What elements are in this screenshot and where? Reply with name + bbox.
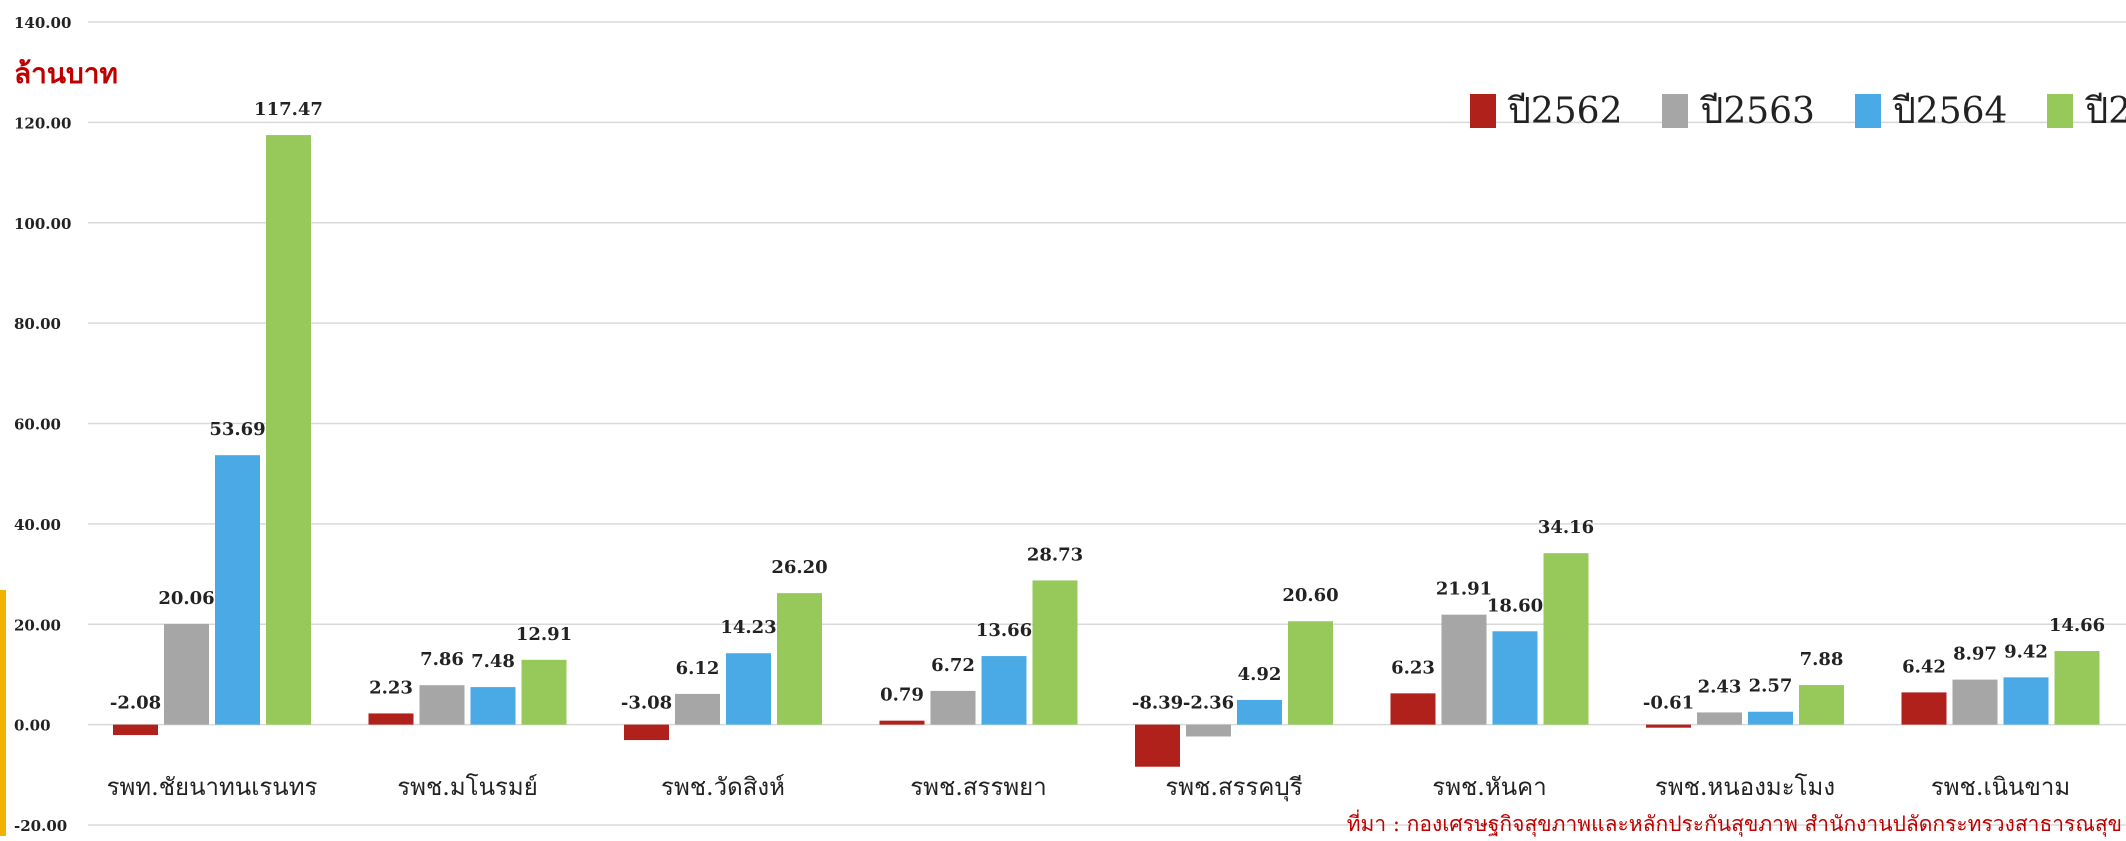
bar — [164, 623, 209, 725]
bar — [2054, 651, 2100, 725]
bar — [1135, 724, 1180, 767]
data-label: 34.16 — [1538, 517, 1594, 538]
y-tick-label: 60.00 — [14, 416, 61, 434]
bar — [624, 724, 669, 741]
data-label: 20.06 — [158, 588, 214, 609]
x-tick-label: รพช.วัดสิงห์ — [661, 773, 785, 801]
legend-item-2563: ปี2563 — [1662, 82, 1815, 139]
legend-label-2565: ปี2565 — [2085, 91, 2126, 132]
legend-swatch-2562 — [1470, 93, 1496, 128]
data-label: 6.42 — [1902, 656, 1946, 677]
legend-item-2564: ปี2564 — [1854, 82, 2008, 139]
data-label: 7.88 — [1800, 649, 1844, 670]
data-label: -2.36 — [1183, 693, 1234, 714]
bar — [1186, 724, 1231, 737]
bar — [1288, 621, 1333, 725]
bar — [521, 659, 567, 725]
data-label: 7.48 — [471, 651, 515, 672]
data-label: 9.42 — [2004, 641, 2048, 662]
x-tick-label: รพช.สรรคบุรี — [1165, 773, 1302, 802]
legend-swatch-2564 — [1854, 93, 1881, 128]
source-note: ที่มา : กองเศรษฐกิจสุขภาพและหลักประกันสุ… — [1346, 812, 2122, 836]
data-label: 2.23 — [369, 677, 413, 698]
data-label: 14.23 — [720, 617, 776, 638]
legend-swatch-2563 — [1662, 93, 1689, 128]
data-label: 6.12 — [676, 658, 720, 679]
bar — [777, 593, 822, 725]
y-tick-label: 20.00 — [14, 616, 61, 634]
bar — [930, 690, 976, 725]
x-tick-label: รพช.สรรพยา — [910, 773, 1046, 801]
x-tick-label: รพช.เนินขาม — [1931, 773, 2070, 801]
data-label: -2.08 — [110, 693, 161, 714]
legend: ปี2562 ปี2563 ปี2564 ปี2565 — [1470, 82, 2126, 139]
x-tick-label: รพช.หันคา — [1432, 773, 1546, 801]
legend-item-2565: ปี2565 — [2047, 82, 2126, 139]
bar — [1441, 614, 1487, 725]
bar — [2003, 677, 2049, 725]
data-label: 14.66 — [2049, 615, 2105, 636]
data-label: 13.66 — [976, 620, 1032, 641]
bar — [879, 720, 925, 725]
y-tick-label: -20.00 — [14, 817, 67, 835]
legend-label-2563: ปี2563 — [1700, 91, 1815, 132]
bar — [419, 685, 465, 725]
data-label: 21.91 — [1436, 579, 1492, 600]
legend-label-2562: ปี2562 — [1508, 91, 1623, 132]
left-edge-strip — [0, 590, 6, 836]
bar — [368, 713, 414, 725]
bar — [1032, 580, 1078, 725]
data-label: 53.69 — [209, 419, 265, 440]
bar — [1390, 693, 1436, 725]
y-tick-label: 0.00 — [14, 717, 51, 735]
bar — [981, 656, 1027, 725]
data-label: 8.97 — [1953, 644, 1997, 665]
bar — [1697, 712, 1742, 725]
bar — [113, 724, 158, 736]
bar — [1492, 631, 1538, 725]
bar — [266, 135, 311, 725]
data-label: 12.91 — [516, 624, 572, 645]
data-label: -3.08 — [621, 693, 672, 714]
data-label: 6.23 — [1391, 657, 1435, 678]
y-tick-label: 100.00 — [14, 215, 71, 233]
bar — [1952, 679, 1998, 725]
y-tick-label: 140.00 — [14, 14, 71, 32]
legend-swatch-2565 — [2047, 93, 2074, 128]
x-tick-label: รพท.ชัยนาทนเรนทร — [107, 773, 318, 801]
bar — [1901, 692, 1947, 725]
y-tick-label: 120.00 — [14, 114, 71, 132]
data-label: 18.60 — [1487, 595, 1543, 616]
data-label: -8.39 — [1132, 693, 1183, 714]
data-label: 0.79 — [880, 685, 924, 706]
bar — [675, 693, 720, 725]
bar — [1237, 699, 1282, 725]
y-tick-label: 80.00 — [14, 315, 61, 333]
data-label: 20.60 — [1282, 585, 1338, 606]
data-label: 117.47 — [254, 99, 323, 120]
y-axis-unit-label: ล้านบาท — [14, 57, 118, 90]
bar — [1799, 685, 1844, 725]
data-label: 2.43 — [1698, 676, 1742, 697]
x-tick-label: รพช.มโนรมย์ — [397, 773, 538, 801]
bar — [726, 653, 771, 725]
data-label: 7.86 — [420, 649, 464, 670]
bar — [1646, 724, 1691, 728]
bar — [1748, 711, 1793, 725]
legend-item-2562: ปี2562 — [1470, 82, 1622, 139]
data-label: 28.73 — [1027, 544, 1083, 565]
data-label: 6.72 — [931, 655, 975, 676]
y-tick-label: 40.00 — [14, 516, 61, 534]
legend-label-2564: ปี2564 — [1892, 91, 2008, 132]
data-label: -0.61 — [1643, 693, 1694, 714]
bar — [215, 455, 260, 725]
data-label: 26.20 — [771, 557, 827, 578]
bar — [1543, 553, 1589, 725]
bar — [470, 687, 516, 725]
data-label: 4.92 — [1238, 664, 1282, 685]
x-tick-label: รพช.หนองมะโมง — [1655, 773, 1835, 801]
data-label: 2.57 — [1749, 676, 1793, 697]
